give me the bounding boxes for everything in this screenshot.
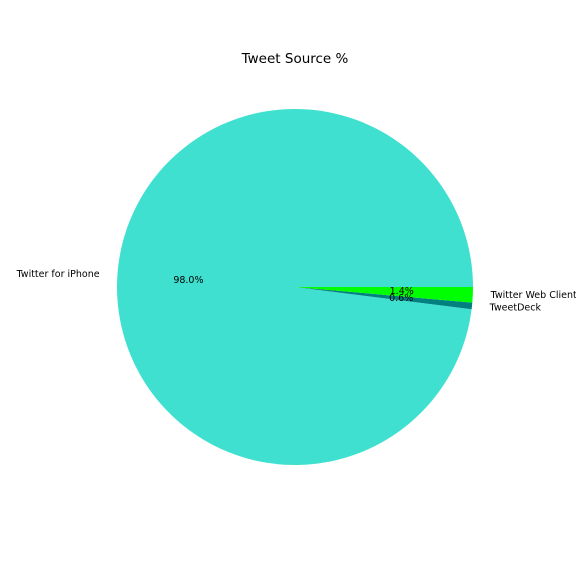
pie-slice-twitter-web-client (295, 287, 473, 303)
pct-label-tweetdeck: 0.6% (389, 293, 413, 304)
slice-label-twitter-web-client: Twitter Web Client (490, 290, 576, 301)
pie-slices (116, 109, 473, 466)
pct-label-twitter-web-client: 1.4% (390, 286, 414, 297)
slice-label-tweetdeck: TweetDeck (489, 302, 542, 313)
slice-label-twitter-for-iphone: Twitter for iPhone (16, 269, 100, 280)
pie-slice-twitter-for-iphone (116, 109, 473, 466)
pct-label-twitter-for-iphone: 98.0% (173, 275, 203, 286)
chart-title: Tweet Source % (241, 51, 349, 67)
pie-labels: Twitter for iPhone 98.0% TweetDeck 0.6% Twit… (16, 269, 576, 313)
pie-slice-tweetdeck (295, 287, 473, 310)
